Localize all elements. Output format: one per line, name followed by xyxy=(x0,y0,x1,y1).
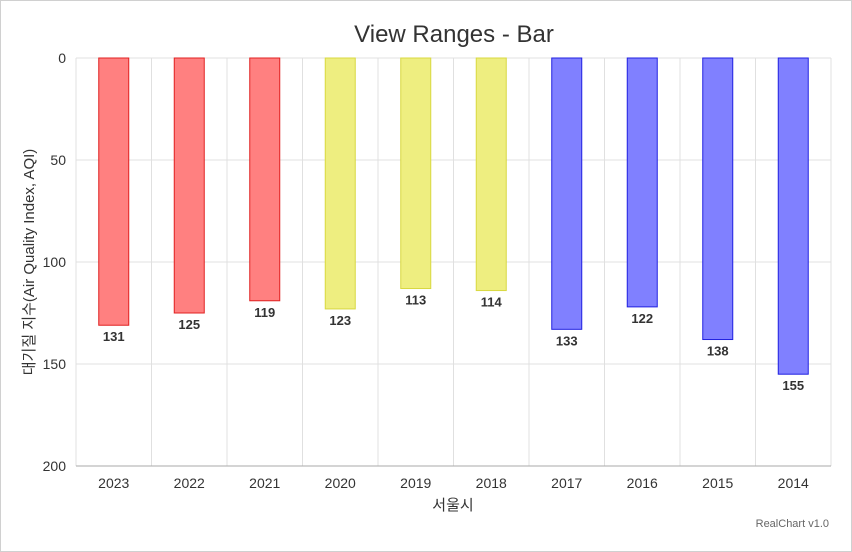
bar xyxy=(173,57,205,314)
x-tick-label: 2022 xyxy=(174,475,205,491)
x-tick-label: 2014 xyxy=(778,475,809,491)
x-tick-label: 2016 xyxy=(627,475,658,491)
x-tick-label: 2017 xyxy=(551,475,582,491)
x-tick-label: 2015 xyxy=(702,475,733,491)
bars xyxy=(98,57,809,375)
x-tick-label: 2019 xyxy=(400,475,431,491)
x-axis-tick-labels: 2023 2022 2021 2020 2019 2018 2017 2016 2015 2014 xyxy=(98,475,809,491)
bar-value-label: 122 xyxy=(631,311,653,326)
bar xyxy=(324,57,356,310)
x-tick-label: 2021 xyxy=(249,475,280,491)
x-tick-label: 2023 xyxy=(98,475,129,491)
y-tick-label: 0 xyxy=(58,50,66,66)
bar xyxy=(475,57,507,292)
bar-value-label: 138 xyxy=(707,344,729,359)
y-tick-label: 150 xyxy=(43,356,67,372)
y-axis-tick-labels: 0 50 100 150 200 xyxy=(43,50,67,474)
data-labels: 131 125 119 123 113 114 133 122 138 155 xyxy=(103,293,804,394)
x-tick-label: 2020 xyxy=(325,475,356,491)
y-axis-title: 대기질 지수(Air Quality Index, AQI) xyxy=(21,149,38,376)
y-tick-label: 100 xyxy=(43,254,67,270)
bar xyxy=(551,57,583,330)
bar xyxy=(249,57,281,302)
bar-value-label: 119 xyxy=(254,305,275,320)
bar-value-label: 123 xyxy=(329,313,351,328)
bar xyxy=(626,57,658,308)
y-tick-label: 50 xyxy=(50,152,66,168)
x-tick-label: 2018 xyxy=(476,475,507,491)
bar xyxy=(702,57,734,341)
bar-value-label: 125 xyxy=(178,317,200,332)
chart-title: View Ranges - Bar xyxy=(354,21,554,48)
bar-value-label: 155 xyxy=(782,378,804,393)
bar xyxy=(400,57,432,290)
bar-value-label: 113 xyxy=(405,293,426,308)
x-axis-title: 서울시 xyxy=(432,497,473,514)
y-tick-label: 200 xyxy=(43,458,67,474)
bar-value-label: 131 xyxy=(103,329,125,344)
credit-label: RealChart v1.0 xyxy=(756,518,829,530)
bar-value-label: 133 xyxy=(556,333,578,348)
bar xyxy=(777,57,809,375)
bar-value-label: 114 xyxy=(481,295,503,310)
bar xyxy=(98,57,130,326)
